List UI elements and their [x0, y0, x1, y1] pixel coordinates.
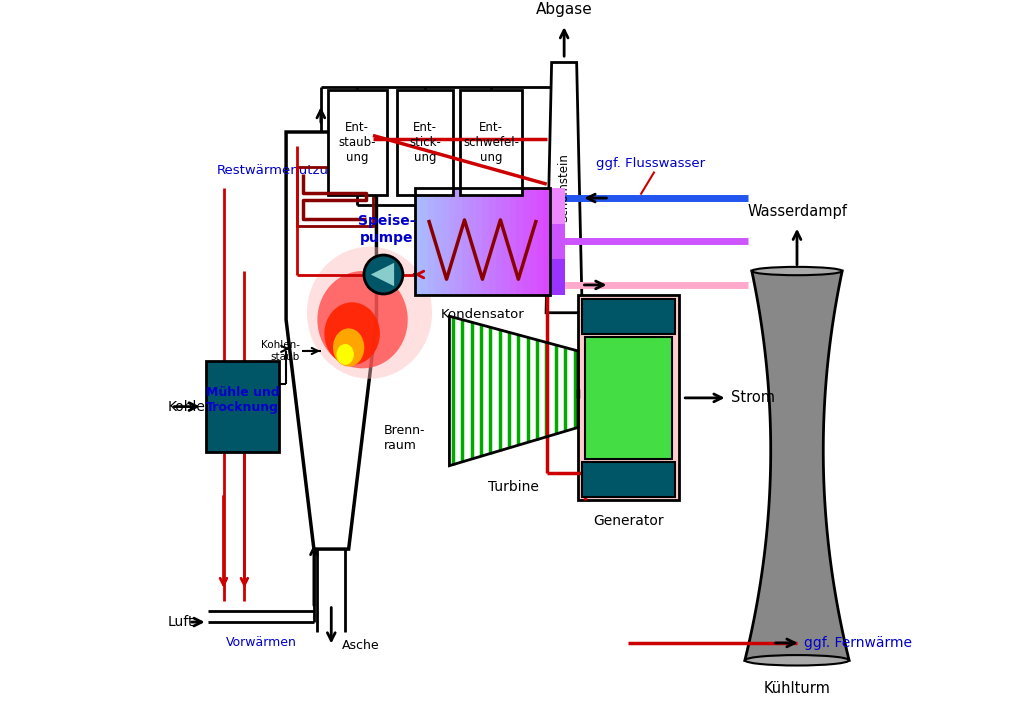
Text: Schomstein: Schomstein — [558, 153, 570, 222]
Text: Generator: Generator — [593, 515, 664, 529]
Bar — [552, 260, 565, 296]
Bar — [510, 187, 516, 296]
Bar — [552, 187, 565, 223]
Bar — [456, 187, 462, 296]
Text: Strom: Strom — [731, 390, 775, 405]
Bar — [482, 187, 489, 296]
Text: Kondensator: Kondensator — [440, 308, 524, 321]
Ellipse shape — [317, 271, 408, 369]
Ellipse shape — [744, 655, 849, 665]
Bar — [552, 223, 565, 260]
Bar — [582, 299, 676, 333]
Ellipse shape — [307, 246, 432, 379]
Text: Turbine: Turbine — [488, 479, 540, 494]
Ellipse shape — [333, 329, 365, 366]
Bar — [496, 187, 503, 296]
Bar — [476, 187, 482, 296]
Polygon shape — [286, 132, 377, 549]
Text: Abgase: Abgase — [536, 2, 593, 18]
Text: Brenn-
raum: Brenn- raum — [383, 424, 425, 452]
Ellipse shape — [325, 303, 380, 365]
Polygon shape — [371, 263, 394, 286]
Bar — [428, 187, 435, 296]
FancyBboxPatch shape — [585, 337, 672, 458]
Text: Mühle und
Trocknung: Mühle und Trocknung — [206, 385, 280, 413]
Bar — [449, 187, 456, 296]
Ellipse shape — [752, 267, 842, 275]
Bar — [441, 187, 449, 296]
Polygon shape — [546, 62, 583, 312]
Text: ggf. Flusswasser: ggf. Flusswasser — [596, 157, 706, 171]
FancyBboxPatch shape — [206, 362, 280, 452]
Bar — [529, 187, 537, 296]
Bar — [422, 187, 428, 296]
FancyBboxPatch shape — [328, 91, 387, 194]
Bar — [435, 187, 441, 296]
Bar — [469, 187, 476, 296]
Bar — [537, 187, 544, 296]
Text: Wasserdampf: Wasserdampf — [748, 204, 847, 219]
Text: Kohle: Kohle — [168, 399, 206, 413]
Polygon shape — [744, 271, 849, 661]
Text: Restwärmenutzung: Restwärmenutzung — [217, 164, 345, 177]
Text: Asche: Asche — [342, 640, 379, 652]
Bar — [516, 187, 523, 296]
FancyBboxPatch shape — [397, 91, 453, 194]
Ellipse shape — [337, 344, 354, 365]
Bar — [489, 187, 496, 296]
Bar — [462, 187, 469, 296]
Text: Ent-
stick-
ung: Ent- stick- ung — [410, 121, 441, 164]
FancyBboxPatch shape — [460, 91, 522, 194]
Text: Vorwärmen: Vorwärmen — [226, 636, 297, 649]
Text: Ent-
schwefel-
ung: Ent- schwefel- ung — [463, 121, 519, 164]
Text: Kühlturm: Kühlturm — [764, 681, 830, 696]
FancyBboxPatch shape — [578, 296, 679, 501]
Bar — [582, 462, 676, 497]
Bar — [503, 187, 510, 296]
Text: Kohlen-
staub: Kohlen- staub — [261, 340, 300, 362]
Circle shape — [364, 255, 402, 294]
Text: Ent-
staub-
ung: Ent- staub- ung — [339, 121, 376, 164]
Bar — [523, 187, 529, 296]
Text: ggf. Fernwärme: ggf. Fernwärme — [804, 636, 912, 650]
Text: Speise-
pumpe: Speise- pumpe — [358, 214, 416, 244]
Bar — [544, 187, 550, 296]
Bar — [415, 187, 422, 296]
Text: Luft: Luft — [168, 615, 195, 629]
